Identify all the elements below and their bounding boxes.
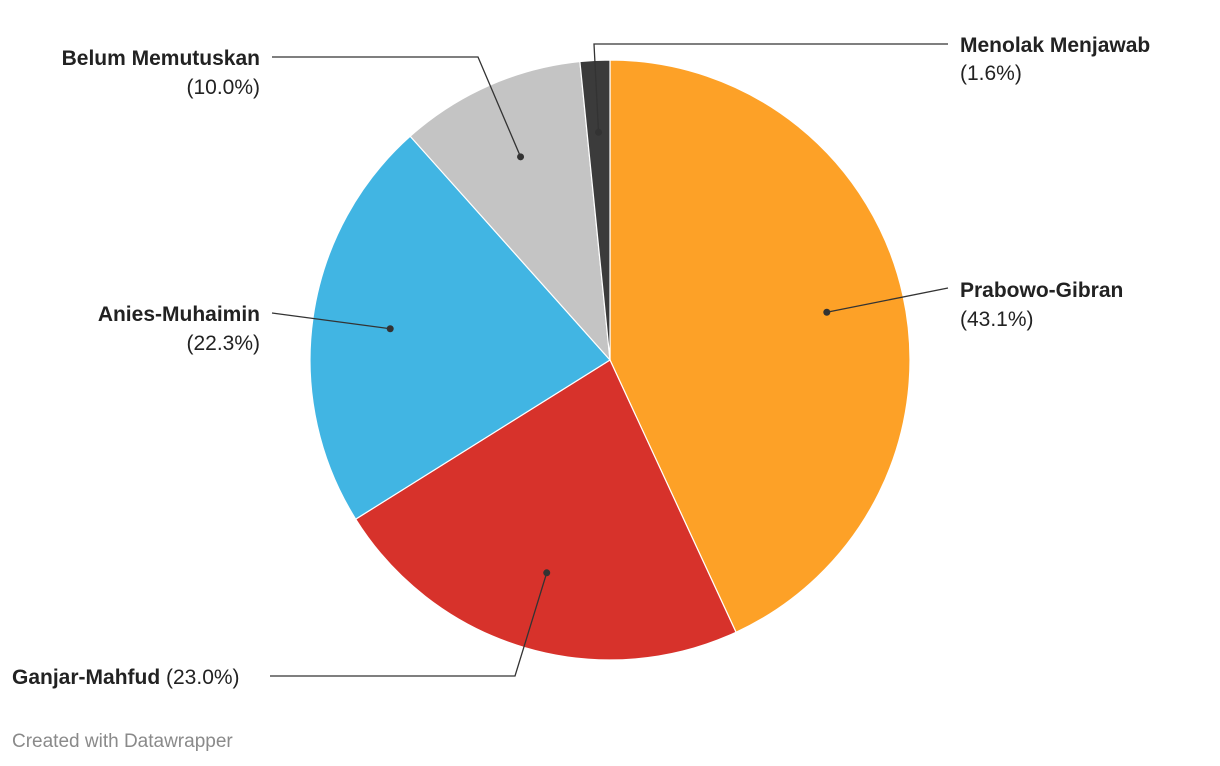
label-name-anies-muhaimin: Anies-Muhaimin xyxy=(98,303,260,326)
leader-line-ganjar-mahfud xyxy=(270,572,548,677)
leader-line-anies-muhaimin xyxy=(271,312,391,330)
leader-dot-belum-memutuskan xyxy=(517,153,525,161)
pie-slices xyxy=(309,59,911,661)
slice-belum-memutuskan[interactable] xyxy=(409,60,611,362)
datawrapper-credit[interactable]: Created with Datawrapper xyxy=(12,731,233,752)
label-value-belum-memutuskan: (10.0%) xyxy=(186,76,260,99)
leader-dot-anies-muhaimin xyxy=(386,325,394,333)
leader-line-menolak-menjawab xyxy=(593,43,948,133)
label-name-prabowo-gibran: Prabowo-Gibran xyxy=(960,279,1123,302)
pie-callouts: Prabowo-Gibran (43.1%) Ganjar-Mahfud (23.0… xyxy=(12,34,1150,689)
leader-line-belum-memutuskan xyxy=(272,56,522,158)
label-value: (23.0%) xyxy=(160,666,239,689)
slice-prabowo-gibran[interactable] xyxy=(609,59,911,634)
leader-dot-ganjar-mahfud xyxy=(543,569,551,577)
label-value-prabowo-gibran: (43.1%) xyxy=(960,308,1034,331)
leader-dot-menolak-menjawab xyxy=(595,128,603,136)
leader-line-prabowo-gibran xyxy=(826,287,949,313)
slice-ganjar-mahfud[interactable] xyxy=(354,359,737,661)
label-ganjar-mahfud: Ganjar-Mahfud (23.0%) xyxy=(12,666,240,689)
leader-dot-prabowo-gibran xyxy=(823,308,831,316)
label-value-menolak-menjawab: (1.6%) xyxy=(960,62,1022,85)
label-name: Ganjar-Mahfud xyxy=(12,666,160,689)
label-name-belum-memutuskan: Belum Memutuskan xyxy=(62,47,260,70)
label-name-menolak-menjawab: Menolak Menjawab xyxy=(960,34,1150,57)
slice-anies-muhaimin[interactable] xyxy=(309,135,611,520)
label-value-anies-muhaimin: (22.3%) xyxy=(186,332,260,355)
